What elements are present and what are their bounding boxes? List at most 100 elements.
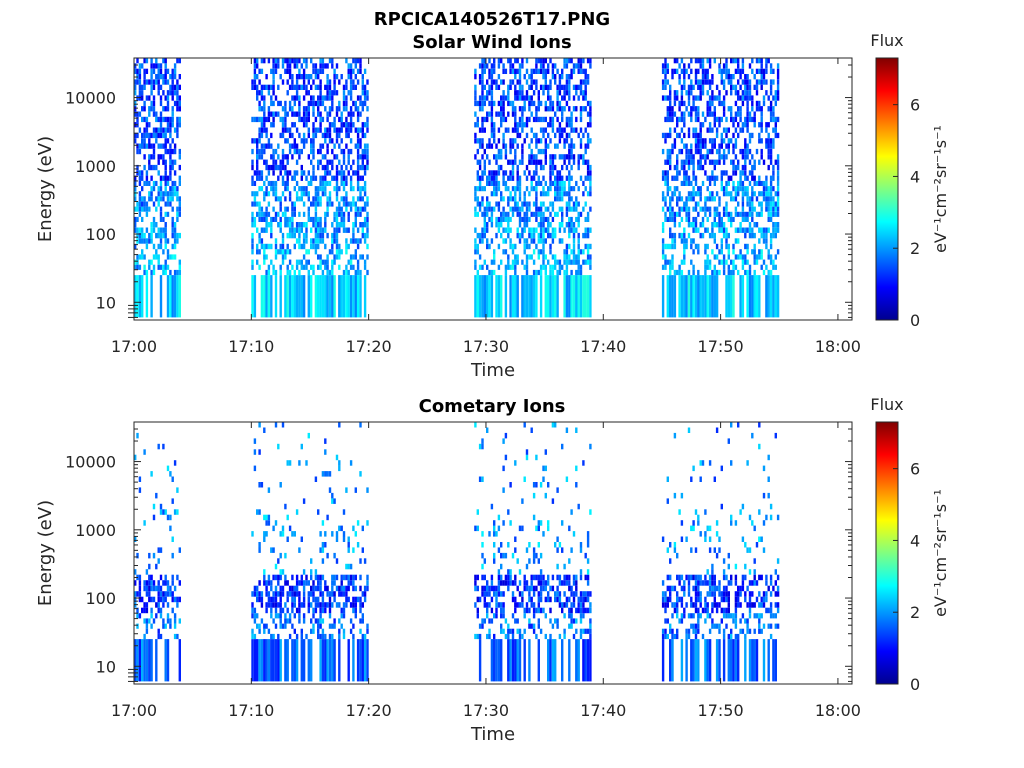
- heatmap-cell: [143, 164, 146, 171]
- heatmap-cell: [504, 580, 508, 586]
- heatmap-cell: [586, 558, 590, 564]
- heatmap-cell: [347, 148, 350, 155]
- heatmap-cell: [493, 175, 496, 181]
- heatmap-cell: [258, 547, 261, 553]
- heatmap-cell: [511, 275, 515, 318]
- heatmap-cell: [584, 84, 587, 90]
- heatmap-cell: [504, 154, 508, 160]
- heatmap-cell: [361, 613, 364, 619]
- heatmap-cell: [504, 227, 508, 233]
- heatmap-cell: [741, 170, 745, 176]
- heatmap-cell: [331, 574, 334, 581]
- heatmap-cell: [767, 211, 770, 217]
- heatmap-cell: [298, 607, 301, 614]
- heatmap-cell: [171, 106, 174, 112]
- heatmap-cell: [178, 116, 181, 123]
- heatmap-cell: [272, 159, 275, 165]
- heatmap-cell: [361, 547, 364, 553]
- heatmap-cell: [272, 74, 275, 80]
- heatmap-cell: [532, 585, 536, 592]
- heatmap-cell: [502, 95, 505, 101]
- heatmap-cell: [173, 143, 177, 149]
- heatmap-cell: [701, 222, 705, 228]
- heatmap-cell: [528, 106, 531, 112]
- heatmap-cell: [718, 148, 721, 155]
- heatmap-cell: [302, 602, 306, 608]
- heatmap-cell: [568, 84, 571, 90]
- heatmap-cell: [516, 170, 519, 176]
- heatmap-cell: [549, 639, 552, 682]
- heatmap-cell: [711, 227, 714, 233]
- heatmap-cell: [267, 264, 271, 270]
- heatmap-cell: [539, 68, 543, 74]
- heatmap-cell: [671, 111, 674, 117]
- heatmap-cell: [697, 514, 700, 521]
- heatmap-cell: [169, 170, 172, 176]
- heatmap-cell: [565, 116, 569, 123]
- heatmap-cell: [310, 159, 313, 165]
- heatmap-cell: [326, 591, 329, 597]
- heatmap-cell: [762, 191, 766, 197]
- heatmap-cell: [680, 159, 684, 165]
- heatmap-cell: [516, 585, 519, 592]
- heatmap-cell: [514, 159, 517, 165]
- heatmap-cell: [507, 633, 510, 640]
- heatmap-cell: [277, 84, 280, 90]
- heatmap-cell: [570, 249, 573, 255]
- heatmap-cell: [765, 201, 768, 207]
- heatmap-cell: [260, 216, 264, 222]
- heatmap-cell: [326, 90, 329, 96]
- heatmap-cell: [673, 547, 677, 553]
- heatmap-cell: [669, 84, 672, 90]
- heatmap-cell: [159, 503, 163, 510]
- heatmap-cell: [568, 191, 571, 197]
- heatmap-cell: [661, 580, 665, 586]
- heatmap-cell: [570, 196, 573, 202]
- heatmap-cell: [490, 216, 494, 222]
- heatmap-cell: [314, 116, 318, 123]
- heatmap-cell: [148, 232, 151, 239]
- heatmap-cell: [136, 206, 139, 212]
- heatmap-cell: [328, 596, 332, 603]
- heatmap-cell: [579, 275, 583, 318]
- heatmap-cell: [579, 143, 583, 149]
- heatmap-cell: [328, 639, 332, 682]
- heatmap-cell: [331, 264, 334, 270]
- heatmap-cell: [565, 427, 569, 433]
- heatmap-cell: [486, 275, 489, 318]
- heatmap-cell: [544, 191, 547, 197]
- heatmap-cell: [676, 159, 679, 165]
- heatmap-cell: [155, 127, 158, 133]
- heatmap-cell: [666, 585, 669, 592]
- heatmap-cell: [664, 63, 667, 69]
- heatmap-cell: [352, 100, 355, 107]
- heatmap-cell: [746, 269, 749, 276]
- heatmap-cell: [302, 585, 306, 592]
- heatmap-cell: [136, 254, 139, 260]
- heatmap-cell: [363, 84, 367, 90]
- heatmap-cell: [694, 143, 698, 149]
- y-tick-label: 1000: [75, 157, 116, 176]
- heatmap-cell: [258, 132, 261, 139]
- heatmap-cell: [694, 180, 698, 186]
- heatmap-cell: [150, 68, 153, 74]
- heatmap-cell: [530, 111, 533, 117]
- heatmap-cell: [267, 628, 271, 634]
- heatmap-cell: [528, 154, 531, 160]
- heatmap-cell: [169, 127, 172, 133]
- heatmap-cell: [518, 633, 522, 640]
- heatmap-cell: [169, 116, 172, 123]
- heatmap-cell: [490, 175, 494, 181]
- heatmap-cell: [525, 602, 529, 608]
- heatmap-cell: [305, 232, 308, 239]
- heatmap-cell: [514, 148, 517, 155]
- heatmap-cell: [535, 196, 538, 202]
- heatmap-cell: [683, 206, 686, 212]
- heatmap-cell: [666, 175, 669, 181]
- heatmap-cell: [333, 238, 336, 244]
- heatmap-cell: [523, 275, 526, 318]
- heatmap-cell: [556, 170, 559, 176]
- heatmap-cell: [486, 238, 489, 244]
- heatmap-cell: [680, 95, 684, 101]
- heatmap-cell: [488, 269, 491, 276]
